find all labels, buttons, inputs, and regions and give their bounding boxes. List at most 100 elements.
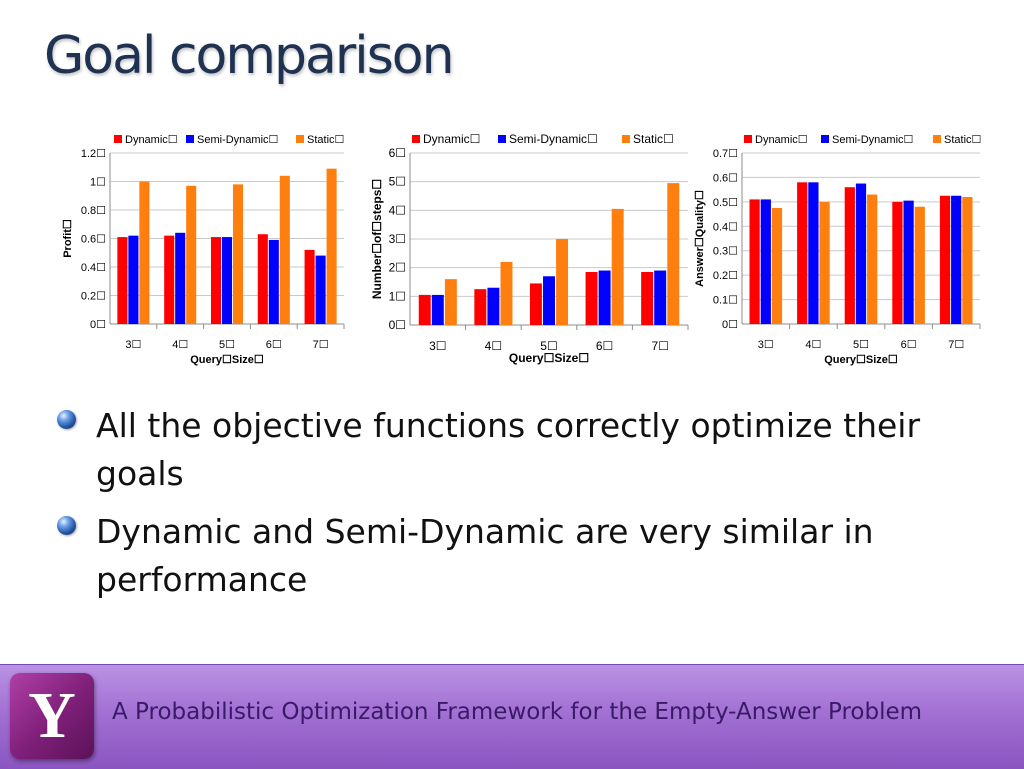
bar <box>892 201 903 324</box>
bar <box>117 237 128 324</box>
bar <box>556 239 569 325</box>
x-axis-title: Query☐Size☐ <box>509 351 589 365</box>
legend-label: Dynamic☐ <box>423 132 480 146</box>
bullet-text: All the objective functions correctly op… <box>96 406 921 493</box>
y-tick-label: 3☐ <box>389 232 406 246</box>
y-tick-label: 6☐ <box>389 146 406 160</box>
x-axis-title: Query☐Size☐ <box>190 354 264 366</box>
x-tick-label: 4☐ <box>172 339 188 351</box>
bar <box>585 271 598 325</box>
bar <box>139 181 150 324</box>
y-tick-label: 0.6☐ <box>713 172 738 184</box>
y-tick-label: 2☐ <box>389 261 406 275</box>
slide-title: Goal comparison <box>44 26 455 86</box>
y-tick-label: 0.1☐ <box>713 295 738 307</box>
bar <box>808 182 819 324</box>
y-axis-title: Answer☐Quality☐ <box>694 190 706 287</box>
bar <box>529 283 542 325</box>
bar <box>914 206 925 324</box>
bar <box>326 168 337 324</box>
bar <box>268 239 279 324</box>
y-tick-label: 0.3☐ <box>713 246 738 258</box>
bar <box>797 182 808 324</box>
bar <box>444 279 457 325</box>
bar <box>279 175 290 324</box>
x-tick-label: 7☐ <box>948 339 964 351</box>
bar <box>771 207 783 324</box>
y-tick-label: 0.4☐ <box>713 221 738 233</box>
bar <box>641 271 654 325</box>
bar <box>903 200 914 324</box>
bullet-item: Dynamic and Semi-Dynamic are very simila… <box>56 508 996 604</box>
chart-number-of-steps: 0☐ 1☐ 2☐ 3☐ 4☐ 5☐ 6☐ 3☐ 4☐ 5☐ 6☐ 7☐ Dynamic☐ Semi-Dyn… <box>370 132 689 365</box>
bar <box>304 249 315 324</box>
bar <box>611 208 624 325</box>
yahoo-logo-icon: Y <box>10 673 94 759</box>
bar <box>598 270 611 325</box>
x-tick-label: 6☐ <box>266 339 282 351</box>
bullet-text: Dynamic and Semi-Dynamic are very simila… <box>96 512 874 599</box>
bar <box>654 270 667 325</box>
bar <box>315 255 326 324</box>
x-tick-label: 3☐ <box>429 339 446 353</box>
footer-bar: Y A Probabilistic Optimization Framework… <box>0 664 1024 769</box>
legend-label: Dynamic☐ <box>125 134 178 146</box>
bar <box>474 289 487 325</box>
legend-label: Static☐ <box>944 134 981 146</box>
y-tick-label: 0.5☐ <box>713 197 738 209</box>
y-tick-label: 1☐ <box>389 289 406 303</box>
bar <box>487 287 500 325</box>
x-tick-label: 7☐ <box>651 339 668 353</box>
bar <box>257 234 268 324</box>
y-tick-label: 0.4☐ <box>81 262 106 274</box>
bar <box>951 195 962 324</box>
legend-swatch <box>412 135 420 143</box>
bullet-sphere-icon <box>57 516 76 535</box>
bullet-item: All the objective functions correctly op… <box>56 402 996 498</box>
x-tick-label: 3☐ <box>125 339 141 351</box>
bar <box>939 195 951 324</box>
x-tick-label: 6☐ <box>901 339 917 351</box>
chart-profit: 0☐ 0.2☐ 0.4☐ 0.6☐ 0.8☐ 1☐ 1.2☐ 3☐ 4☐ 5☐ 6☐ 7☐ Dynami… <box>62 134 345 366</box>
x-tick-label: 4☐ <box>805 339 821 351</box>
x-tick-label: 3☐ <box>758 339 774 351</box>
x-tick-label: 5☐ <box>219 339 235 351</box>
bar <box>186 185 197 324</box>
y-tick-label: 0☐ <box>722 319 738 331</box>
bar <box>210 237 222 324</box>
chart-answer-quality: 0☐ 0.1☐ 0.2☐ 0.3☐ 0.4☐ 0.5☐ 0.6☐ 0.7☐ 3☐ 4☐ 5☐ 6☐ 7☐… <box>694 134 981 366</box>
legend-swatch <box>296 135 304 143</box>
legend-swatch <box>186 135 194 143</box>
bullet-list: All the objective functions correctly op… <box>56 402 996 614</box>
legend-label: Static☐ <box>307 134 344 146</box>
x-tick-label: 5☐ <box>540 339 557 353</box>
legend-label: Semi-Dynamic☐ <box>832 134 913 146</box>
y-tick-label: 0.6☐ <box>81 234 106 246</box>
bar <box>962 196 973 324</box>
y-axis-title: Profit☐ <box>62 219 74 258</box>
legend-swatch <box>622 135 630 143</box>
y-tick-label: 1☐ <box>90 177 106 189</box>
bar <box>749 199 760 324</box>
bar <box>128 235 139 324</box>
bar <box>500 261 513 325</box>
y-tick-label: 0.7☐ <box>713 148 738 160</box>
legend-label: Dynamic☐ <box>755 134 808 146</box>
legend-label: Semi-Dynamic☐ <box>197 134 278 146</box>
bar <box>867 194 878 324</box>
bullet-sphere-icon <box>57 410 76 429</box>
x-tick-label: 5☐ <box>853 339 869 351</box>
bar <box>418 294 431 325</box>
legend-swatch <box>744 135 752 143</box>
bar <box>760 199 771 324</box>
y-tick-label: 5☐ <box>389 175 406 189</box>
bar <box>431 294 444 325</box>
bar <box>232 184 244 324</box>
bar <box>819 201 830 324</box>
y-tick-label: 4☐ <box>389 203 406 217</box>
legend-swatch <box>498 135 506 143</box>
y-axis-title: Number☐of☐steps☐ <box>370 179 384 299</box>
x-tick-label: 7☐ <box>313 339 329 351</box>
y-tick-label: 0☐ <box>90 319 106 331</box>
legend-label: Static☐ <box>633 132 674 146</box>
